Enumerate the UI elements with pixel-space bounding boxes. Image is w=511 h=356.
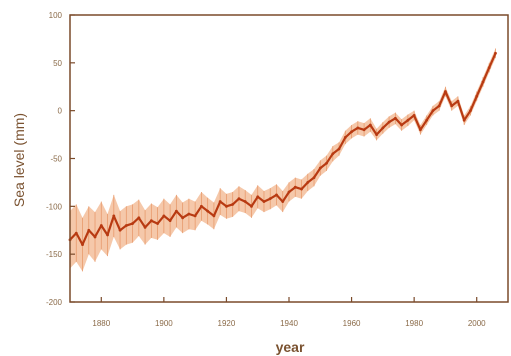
data-point: [87, 228, 91, 232]
data-point: [81, 243, 84, 247]
data-point: [124, 224, 128, 227]
data-point: [312, 176, 316, 180]
data-point: [212, 214, 216, 218]
data-point: [243, 200, 247, 203]
data-point: [425, 118, 429, 122]
data-point: [400, 123, 404, 127]
data-point: [318, 166, 322, 170]
x-tick-label: 2000: [468, 319, 486, 328]
data-point: [300, 187, 303, 191]
uncertainty-band: [70, 48, 496, 272]
data-point: [156, 222, 160, 225]
data-point: [325, 161, 328, 165]
data-point: [431, 109, 435, 113]
data-point: [131, 222, 134, 225]
data-point: [99, 224, 103, 227]
data-point: [262, 200, 266, 203]
data-point: [356, 126, 360, 130]
data-point: [343, 136, 347, 139]
data-point: [137, 216, 141, 220]
data-point: [306, 181, 310, 184]
y-tick-label: 50: [53, 59, 62, 68]
x-tick-label: 1880: [92, 319, 110, 328]
x-tick-label: 1920: [218, 319, 236, 328]
data-point: [231, 203, 235, 206]
x-tick-label: 1900: [155, 319, 173, 328]
data-point: [118, 228, 122, 232]
data-point: [74, 231, 78, 235]
y-tick-label: -150: [46, 250, 63, 259]
data-point: [368, 123, 372, 127]
data-point: [281, 200, 285, 203]
y-tick-label: -200: [46, 298, 63, 307]
data-point: [412, 114, 416, 117]
data-point: [337, 147, 341, 151]
data-point: [350, 130, 353, 134]
x-axis-title: year: [276, 339, 305, 355]
data-point: [143, 225, 147, 229]
data-point: [469, 109, 472, 113]
y-tick-label: -50: [50, 155, 62, 164]
data-point: [381, 126, 385, 130]
data-point: [149, 219, 153, 223]
data-point: [450, 104, 454, 108]
data-point: [375, 133, 378, 136]
x-tick-label: 1960: [343, 319, 361, 328]
y-tick-label: 0: [58, 107, 63, 116]
data-point: [112, 214, 116, 218]
y-tick-label: 100: [49, 11, 63, 20]
data-point: [362, 128, 366, 132]
data-point: [393, 116, 397, 120]
data-point: [187, 212, 191, 216]
data-point: [200, 204, 203, 208]
data-point: [237, 197, 241, 201]
data-point: [287, 190, 291, 194]
plot-frame: [69, 14, 509, 303]
data-point: [462, 118, 466, 122]
y-axis-title: Sea level (mm): [11, 113, 27, 207]
data-point: [275, 193, 278, 197]
data-point: [181, 216, 185, 220]
data-point: [487, 66, 491, 70]
data-point: [174, 209, 178, 213]
x-tick-label: 1980: [405, 319, 423, 328]
data-point: [256, 195, 260, 199]
data-point: [106, 233, 109, 237]
data-point: [481, 80, 485, 84]
data-point: [444, 90, 447, 93]
x-tick-label: 1940: [280, 319, 298, 328]
data-point: [387, 120, 391, 124]
data-point: [225, 204, 228, 208]
data-point: [456, 99, 460, 103]
data-point: [218, 200, 222, 203]
data-point: [406, 118, 410, 122]
data-point: [250, 204, 253, 208]
data-point: [193, 214, 197, 218]
axes: -200 -150 -100 -50 0 50 100 1880 1900 1920 1940 196…: [46, 11, 509, 328]
plot-area: [68, 48, 497, 272]
data-point: [206, 209, 210, 213]
data-point: [419, 128, 422, 132]
y-tick-label: -100: [46, 202, 63, 211]
data-point: [331, 152, 335, 156]
data-point: [494, 51, 497, 55]
data-point: [93, 235, 97, 239]
data-point: [293, 185, 297, 189]
data-point: [475, 94, 479, 98]
data-point: [168, 219, 172, 223]
data-point: [268, 197, 272, 201]
data-point: [162, 214, 166, 218]
data-point: [437, 104, 441, 108]
